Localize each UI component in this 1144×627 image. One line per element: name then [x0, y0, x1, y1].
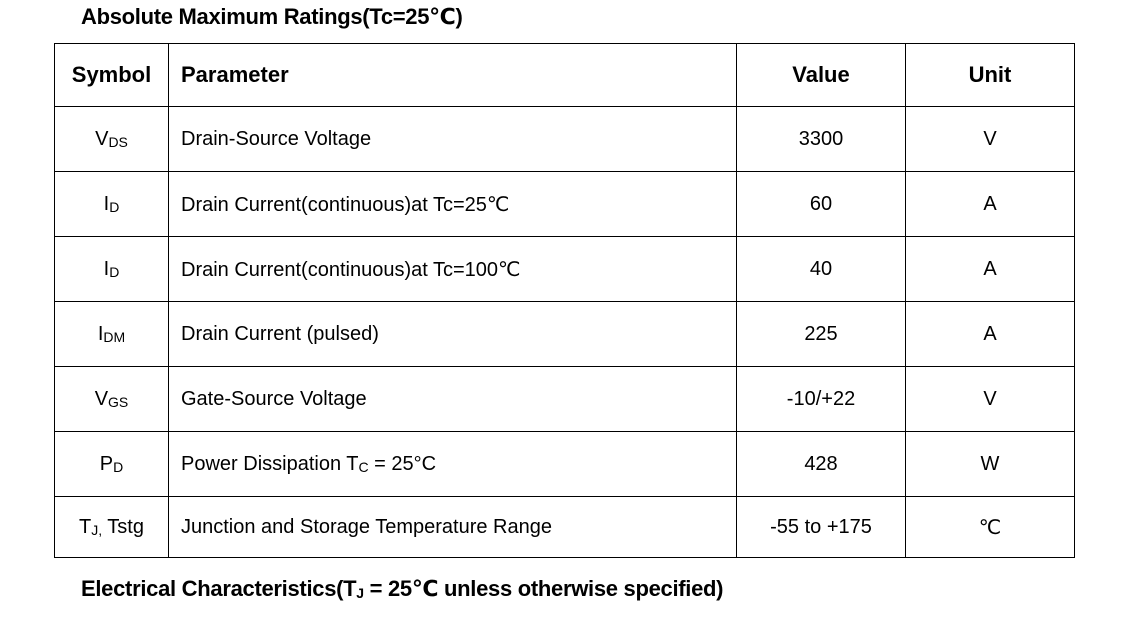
- absolute-max-ratings-table: Symbol Parameter Value Unit VDS Drain-So…: [54, 43, 1075, 558]
- absolute-max-ratings-heading: Absolute Maximum Ratings(Tc=25℃): [81, 4, 463, 29]
- value-cell: 225: [736, 301, 906, 367]
- parameter-cell: Drain Current(continuous)at Tc=25℃: [168, 171, 737, 237]
- symbol-cell: IDM: [54, 301, 169, 367]
- value-cell: 428: [736, 431, 906, 497]
- electrical-characteristics-heading: Electrical Characteristics(TJ = 25℃ unle…: [81, 576, 724, 601]
- unit-cell: A: [905, 236, 1075, 302]
- symbol-cell: TJ, Tstg: [54, 496, 169, 558]
- column-header-unit: Unit: [905, 43, 1075, 107]
- parameter-cell: Gate-Source Voltage: [168, 366, 737, 432]
- table-row: IDM Drain Current (pulsed) 225 A: [54, 301, 1075, 367]
- unit-cell: A: [905, 171, 1075, 237]
- value-cell: -10/+22: [736, 366, 906, 432]
- parameter-cell: Drain Current (pulsed): [168, 301, 737, 367]
- value-cell: 60: [736, 171, 906, 237]
- parameter-cell: Drain-Source Voltage: [168, 106, 737, 172]
- parameter-cell: Drain Current(continuous)at Tc=100℃: [168, 236, 737, 302]
- unit-cell: V: [905, 106, 1075, 172]
- symbol-cell: PD: [54, 431, 169, 497]
- table-row: VGS Gate-Source Voltage -10/+22 V: [54, 366, 1075, 432]
- parameter-cell: Junction and Storage Temperature Range: [168, 496, 737, 558]
- table-row: PD Power Dissipation TC = 25°C 428 W: [54, 431, 1075, 497]
- symbol-cell: ID: [54, 171, 169, 237]
- table-row: VDS Drain-Source Voltage 3300 V: [54, 106, 1075, 172]
- table-row: ID Drain Current(continuous)at Tc=100℃ 4…: [54, 236, 1075, 302]
- unit-cell: A: [905, 301, 1075, 367]
- column-header-parameter: Parameter: [168, 43, 737, 107]
- value-cell: -55 to +175: [736, 496, 906, 558]
- table-header-row: Symbol Parameter Value Unit: [54, 43, 1075, 107]
- symbol-cell: VDS: [54, 106, 169, 172]
- value-cell: 3300: [736, 106, 906, 172]
- unit-cell: ℃: [905, 496, 1075, 558]
- column-header-symbol: Symbol: [54, 43, 169, 107]
- parameter-cell: Power Dissipation TC = 25°C: [168, 431, 737, 497]
- unit-cell: V: [905, 366, 1075, 432]
- symbol-cell: ID: [54, 236, 169, 302]
- table-row: ID Drain Current(continuous)at Tc=25℃ 60…: [54, 171, 1075, 237]
- column-header-value: Value: [736, 43, 906, 107]
- table-row: TJ, Tstg Junction and Storage Temperatur…: [54, 496, 1075, 558]
- symbol-cell: VGS: [54, 366, 169, 432]
- unit-cell: W: [905, 431, 1075, 497]
- value-cell: 40: [736, 236, 906, 302]
